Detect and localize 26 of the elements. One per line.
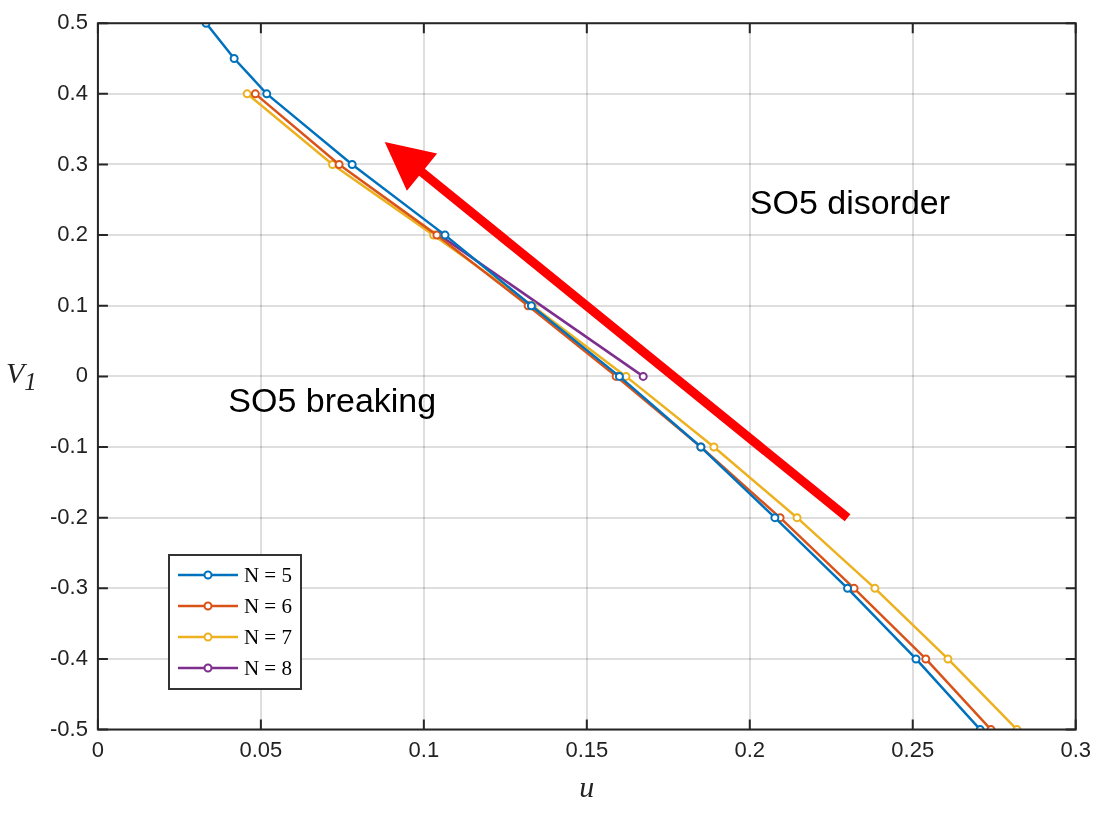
legend-label: N = 8	[243, 655, 292, 681]
x-tick-label: 0	[91, 736, 105, 762]
y-tick-label: -0.5	[49, 715, 88, 741]
y-tick-label: 0.3	[57, 150, 88, 176]
legend-label: N = 6	[243, 593, 292, 619]
y-tick-label: 0.4	[57, 79, 88, 105]
annotation: SO5 breaking	[228, 380, 437, 420]
x-tick-label: 0.3	[1060, 736, 1092, 762]
legend-label: N = 7	[243, 624, 292, 650]
x-axis-title: u	[579, 769, 595, 804]
y-tick-label: 0	[75, 362, 88, 388]
y-tick-label: 0.1	[57, 291, 88, 317]
annotation: SO5 disorder	[749, 182, 951, 222]
x-tick-label: 0.2	[734, 736, 766, 762]
x-tick-label: 0.05	[239, 736, 283, 762]
y-tick-label: 0.2	[57, 221, 88, 247]
y-tick-label: -0.1	[49, 433, 88, 459]
y-tick-label: 0.5	[57, 9, 88, 35]
y-tick-label: -0.4	[49, 645, 88, 671]
y-tick-label: -0.3	[49, 574, 88, 600]
x-tick-label: 0.25	[891, 736, 935, 762]
y-axis-title: V$_{1}$	[6, 356, 37, 397]
x-tick-label: 0.15	[565, 736, 609, 762]
legend-label: N = 5	[243, 562, 292, 588]
y-tick-label: -0.2	[49, 503, 88, 529]
x-tick-label: 0.1	[408, 736, 440, 762]
